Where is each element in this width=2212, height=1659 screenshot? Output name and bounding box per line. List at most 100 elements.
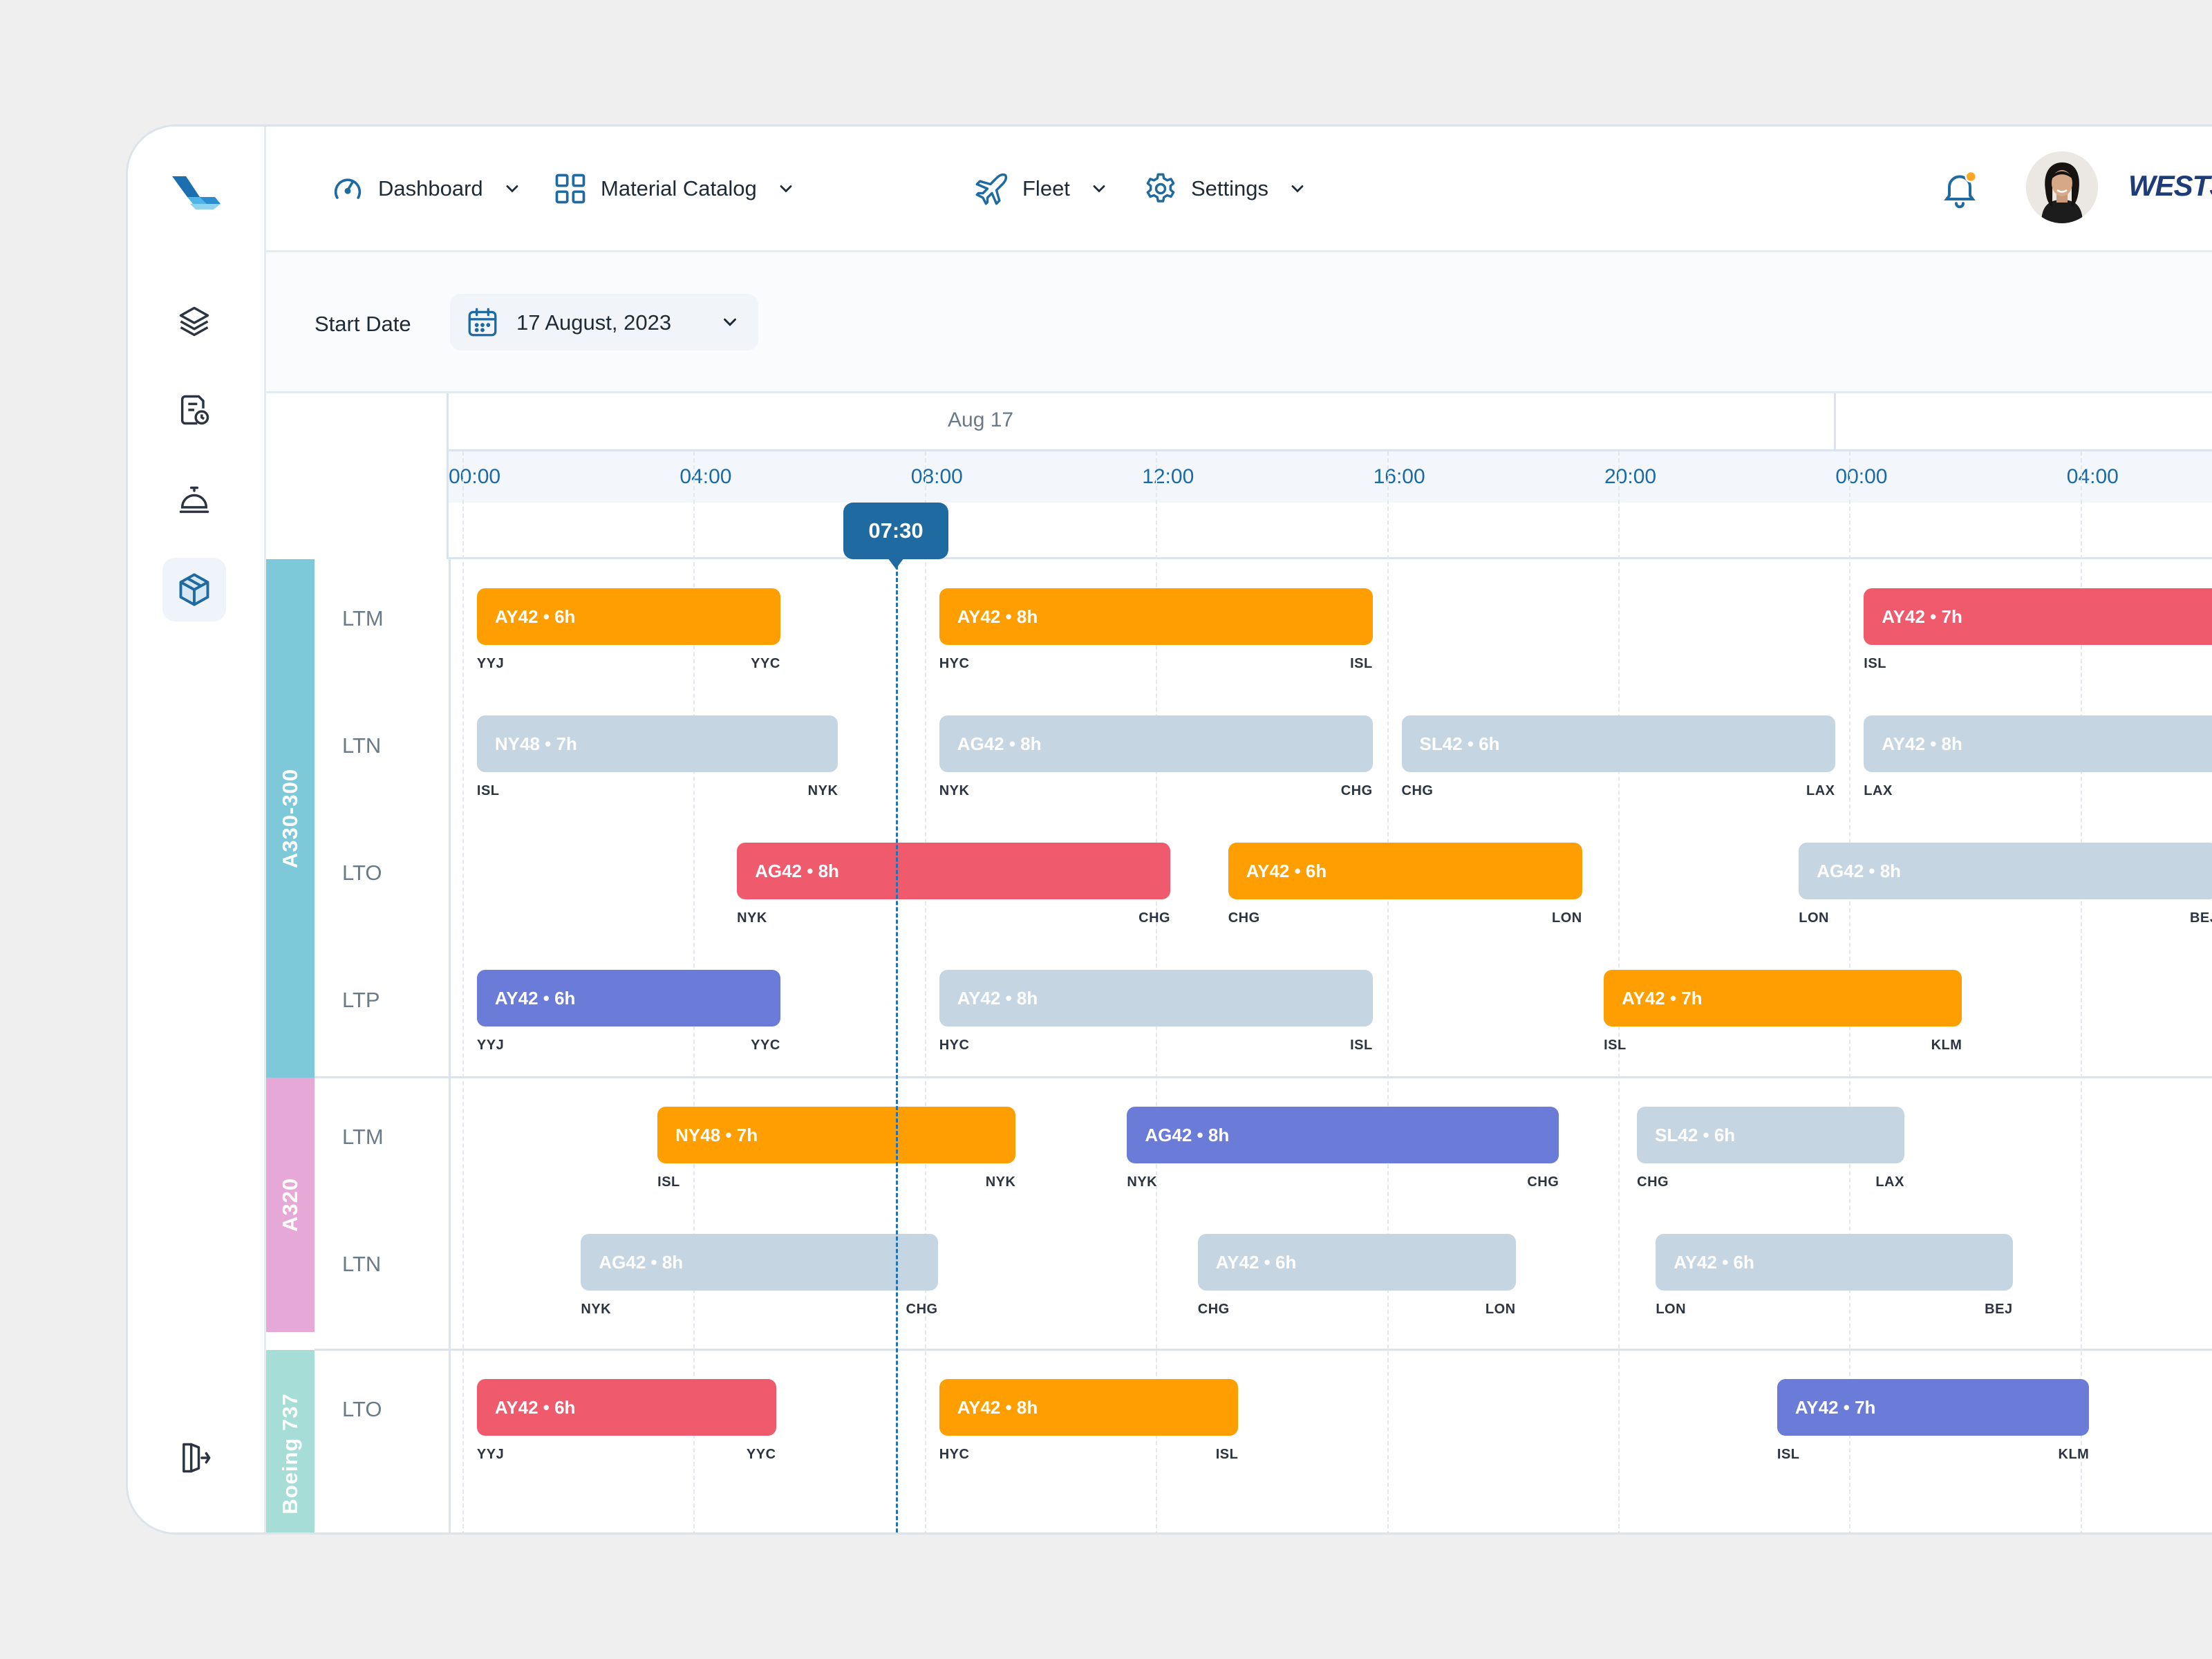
flight-bar[interactable]: AY42 • 7h [1777,1379,2090,1436]
origin-code: ISL [1777,1447,1800,1462]
menu-settings-label: Settings [1191,176,1269,200]
top-bar: Dashboard Material Catalog Fleet [266,126,2212,252]
flight-bar[interactable]: AY42 • 7h [1864,588,2212,645]
sidebar-service-button[interactable] [162,468,226,532]
origin-code: NYK [939,783,970,798]
user-avatar[interactable] [2026,151,2098,223]
sidebar-logout-button[interactable] [162,1426,226,1490]
menu-fleet[interactable]: Fleet [974,171,1109,207]
current-time-marker[interactable]: 07:30 [843,503,948,569]
destination-code: NYK [807,783,838,798]
hour-gridline [924,451,926,1533]
flight-bar[interactable]: SL42 • 6h [1637,1107,1904,1163]
destination-code: BEJ [1985,1302,2013,1317]
speedometer-icon [334,178,362,199]
day-label: Aug 17 [948,409,1014,431]
hour-label: 00:00 [449,465,501,488]
destination-code: BEJ [2189,910,2212,926]
package-icon [179,573,209,606]
flight-bar[interactable]: AG42 • 8h [581,1234,938,1291]
flight-bar[interactable]: AG42 • 8h [737,843,1171,899]
destination-code: ISL [1350,656,1373,671]
flight-bar[interactable]: AY42 • 8h [1864,715,2212,772]
aircraft-group-label: A330-300 [278,768,302,869]
grid-icon [555,174,585,204]
start-date-picker[interactable]: 17 August, 2023 [450,294,758,350]
chevron-down-icon [724,318,736,326]
hour-label: 08:00 [910,465,963,488]
sidebar-packages-button[interactable] [162,558,226,621]
destination-code: CHG [1340,783,1373,798]
origin-code: NYK [1127,1174,1158,1190]
destination-code: LON [1485,1302,1516,1317]
row-label-separator [449,559,451,1533]
origin-code: CHG [1401,783,1434,798]
gear-icon [1146,173,1175,203]
hour-label: 12:00 [1142,465,1194,488]
origin-code: ISL [476,783,500,798]
hour-label: 04:00 [2066,465,2119,488]
flight-bar[interactable]: AG42 • 8h [1799,843,2212,899]
destination-code: NYK [985,1174,1016,1190]
flight-bar[interactable]: AY42 • 6h [1197,1234,1516,1291]
notification-bell-icon[interactable] [1939,168,1980,209]
airplane-icon [975,173,1008,205]
flight-bar[interactable]: SL42 • 6h [1401,715,1835,772]
chevron-down-icon [1291,185,1304,193]
sidebar [128,126,266,1533]
row-label: LTP [342,988,380,1012]
origin-code: ISL [657,1174,680,1190]
hour-label: 20:00 [1604,465,1657,488]
sidebar-layers-button[interactable] [162,290,226,353]
timeline-header-corner [266,393,449,559]
row-label: LTO [342,861,382,885]
hour-label: 04:00 [679,465,732,488]
origin-code: NYK [581,1302,612,1317]
origin-code: HYC [939,1038,970,1053]
destination-code: LAX [1875,1174,1904,1190]
aircraft-group: Boeing 737 [266,1350,315,1533]
flight-bar[interactable]: AY42 • 6h [476,970,780,1027]
flight-bar[interactable]: AG42 • 8h [939,715,1373,772]
origin-code: YYJ [476,656,505,671]
aircraft-group: A330-300 [266,559,315,1078]
hour-gridline [2080,451,2082,1533]
app-logo-icon[interactable] [172,174,221,209]
flight-bar[interactable]: AY42 • 8h [939,1379,1239,1436]
menu-settings[interactable]: Settings [1143,171,1307,207]
destination-code: CHG [906,1302,938,1317]
flight-bar[interactable]: AY42 • 6h [476,1379,776,1436]
destination-code: ISL [1215,1447,1239,1462]
sidebar-schedule-button[interactable] [162,378,226,442]
flight-bar[interactable]: AY42 • 8h [939,588,1373,645]
row-label: LTN [342,1252,382,1276]
destination-code: YYC [751,656,780,671]
aircraft-group: A320 [266,1078,315,1332]
flight-bar[interactable]: AY42 • 6h [476,588,780,645]
flight-bar[interactable]: NY48 • 7h [657,1107,1016,1163]
group-divider [315,1349,2212,1351]
flight-bar[interactable]: AY42 • 8h [939,970,1373,1027]
brand-logo: WESTJET [2128,169,2212,202]
menu-material-catalog[interactable]: Material Catalog [552,171,796,207]
start-date-value: 17 August, 2023 [516,310,672,335]
destination-code: KLM [1931,1038,1962,1053]
flight-bar[interactable]: AY42 • 7h [1604,970,1962,1027]
document-clock-icon [180,395,209,425]
destination-code: LAX [1806,783,1835,798]
row-label: LTM [342,1125,384,1149]
destination-code: YYC [751,1038,780,1053]
menu-dashboard[interactable]: Dashboard [330,171,522,207]
flight-bar[interactable]: AY42 • 6h [1656,1234,2013,1291]
chevron-down-icon [506,185,518,193]
flight-bar[interactable]: AG42 • 8h [1127,1107,1559,1163]
origin-code: HYC [939,656,970,671]
aircraft-group-label: A320 [278,1177,302,1232]
layers-icon [179,306,209,337]
flight-bar[interactable]: AY42 • 6h [1228,843,1582,899]
origin-code: ISL [1604,1038,1627,1053]
day-header-row: Aug 17 [449,393,2212,451]
flight-bar[interactable]: NY48 • 7h [476,715,838,772]
origin-code: LON [1656,1302,1687,1317]
hour-gridline [1387,451,1389,1533]
